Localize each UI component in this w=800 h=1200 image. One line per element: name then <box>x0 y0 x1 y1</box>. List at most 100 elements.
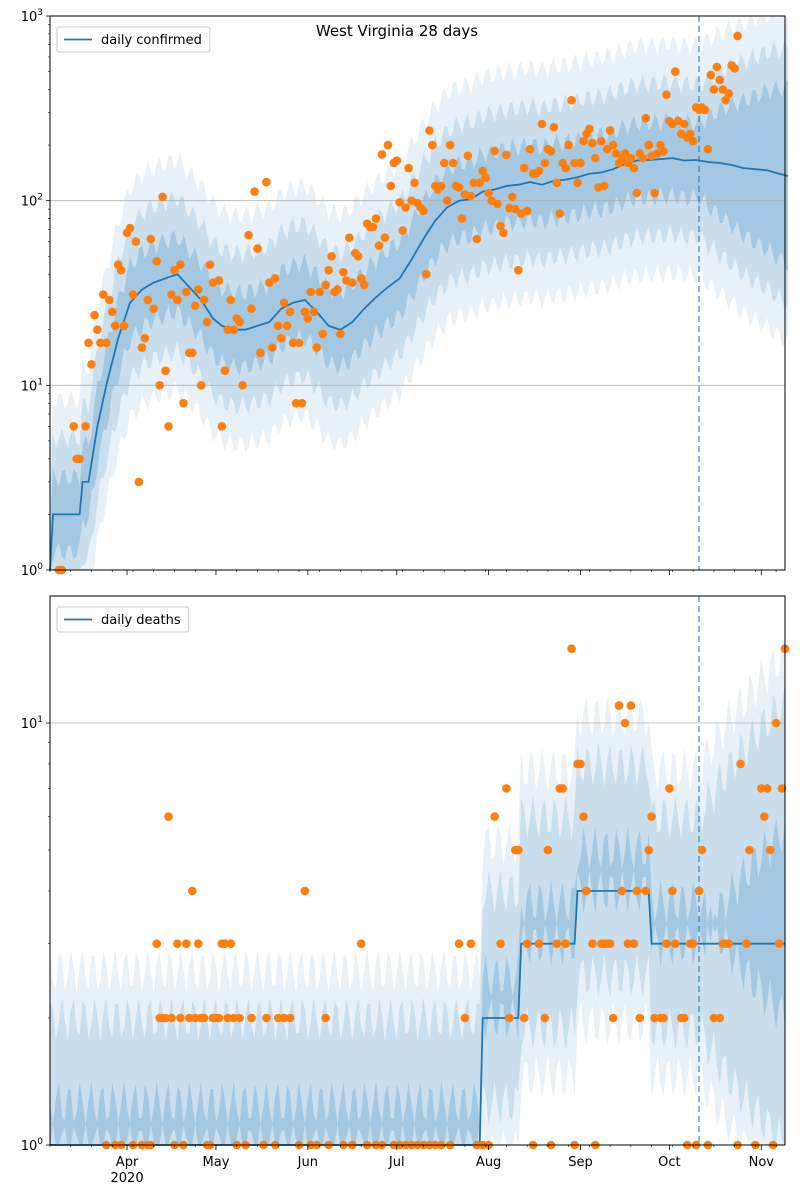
observed-point <box>629 939 639 948</box>
observed-point <box>448 158 458 168</box>
observed-point <box>149 304 158 314</box>
observed-point <box>552 939 562 948</box>
observed-point <box>671 939 680 948</box>
observed-point <box>69 422 78 431</box>
observed-point <box>762 784 772 793</box>
observed-point <box>534 939 544 948</box>
observed-point <box>371 214 381 223</box>
observed-point <box>481 173 491 183</box>
observed-point <box>193 939 203 948</box>
x-tick-label: Jul <box>388 1155 405 1170</box>
observed-point <box>511 204 520 214</box>
observed-point <box>537 119 547 129</box>
observed-point <box>262 1013 271 1023</box>
y-tick-label: 101 <box>21 377 43 394</box>
observed-point <box>265 278 274 287</box>
observed-point <box>638 153 647 163</box>
observed-point <box>700 105 710 115</box>
observed-point <box>514 265 523 275</box>
observed-point <box>442 196 452 205</box>
observed-point <box>167 1013 176 1023</box>
observed-point <box>540 1013 550 1023</box>
observed-point <box>659 1013 668 1023</box>
observed-point <box>647 812 656 821</box>
observed-point <box>496 939 505 948</box>
observed-point <box>757 784 766 793</box>
observed-point <box>688 939 698 948</box>
observed-point <box>134 477 144 487</box>
observed-point <box>205 260 215 270</box>
observed-point <box>662 939 671 948</box>
observed-point <box>742 939 751 948</box>
observed-point <box>436 181 446 191</box>
observed-point <box>623 939 633 948</box>
observed-point <box>730 64 739 73</box>
observed-point <box>629 163 639 173</box>
y-tick-base: 10 <box>21 717 38 732</box>
observed-point <box>247 304 256 314</box>
observed-point <box>238 381 247 390</box>
observed-point <box>140 333 150 343</box>
y-tick-exponent: 3 <box>37 8 43 18</box>
observed-point <box>262 177 271 187</box>
observed-point <box>300 307 310 317</box>
observed-point <box>81 422 90 431</box>
observed-point <box>419 206 428 216</box>
observed-point <box>291 398 301 408</box>
confirmed-median-line <box>49 157 789 571</box>
observed-point <box>229 325 239 335</box>
observed-point <box>102 338 111 348</box>
observed-point <box>567 644 576 653</box>
observed-point <box>546 147 556 156</box>
observed-point <box>377 150 387 159</box>
observed-point <box>490 146 499 156</box>
observed-point <box>591 153 600 163</box>
observed-point <box>662 90 671 99</box>
observed-point <box>220 366 230 376</box>
observed-point <box>760 812 769 821</box>
observed-point <box>490 812 499 821</box>
observed-point <box>641 113 650 123</box>
observed-point <box>410 178 419 188</box>
observed-point <box>475 178 485 188</box>
observed-point <box>312 343 322 352</box>
observed-point <box>641 886 650 896</box>
observed-point <box>137 343 147 352</box>
y-tick-exponent: 2 <box>37 193 43 203</box>
observed-point <box>128 290 138 299</box>
y-tick-label: 102 <box>21 193 43 210</box>
observed-point <box>229 1013 239 1023</box>
observed-point <box>543 845 553 855</box>
observed-point <box>588 939 597 948</box>
observed-point <box>276 333 286 343</box>
observed-point <box>614 701 624 710</box>
observed-point <box>588 138 597 148</box>
observed-point <box>582 886 591 896</box>
observed-point <box>635 1013 645 1023</box>
observed-point <box>608 140 618 150</box>
observed-point <box>339 267 348 277</box>
y-tick-exponent: 1 <box>37 715 43 725</box>
observed-point <box>119 321 129 331</box>
observed-point <box>457 214 467 223</box>
observed-point <box>336 329 345 339</box>
observed-point <box>190 301 200 311</box>
observed-point <box>508 192 517 202</box>
uncertainty-band-1 <box>50 816 785 1145</box>
observed-point <box>107 307 117 317</box>
confirmed-uncertainty-bands <box>50 16 788 571</box>
observed-point <box>715 1013 725 1023</box>
observed-point <box>247 1013 256 1023</box>
y-tick-label: 103 <box>21 8 43 25</box>
observed-point <box>463 151 473 161</box>
observed-point <box>644 140 653 150</box>
observed-point <box>765 845 775 855</box>
observed-point <box>84 338 93 348</box>
legend-label: daily deaths <box>101 613 181 628</box>
observed-point <box>697 845 707 855</box>
observed-point <box>155 381 164 390</box>
legend-box <box>56 606 190 633</box>
